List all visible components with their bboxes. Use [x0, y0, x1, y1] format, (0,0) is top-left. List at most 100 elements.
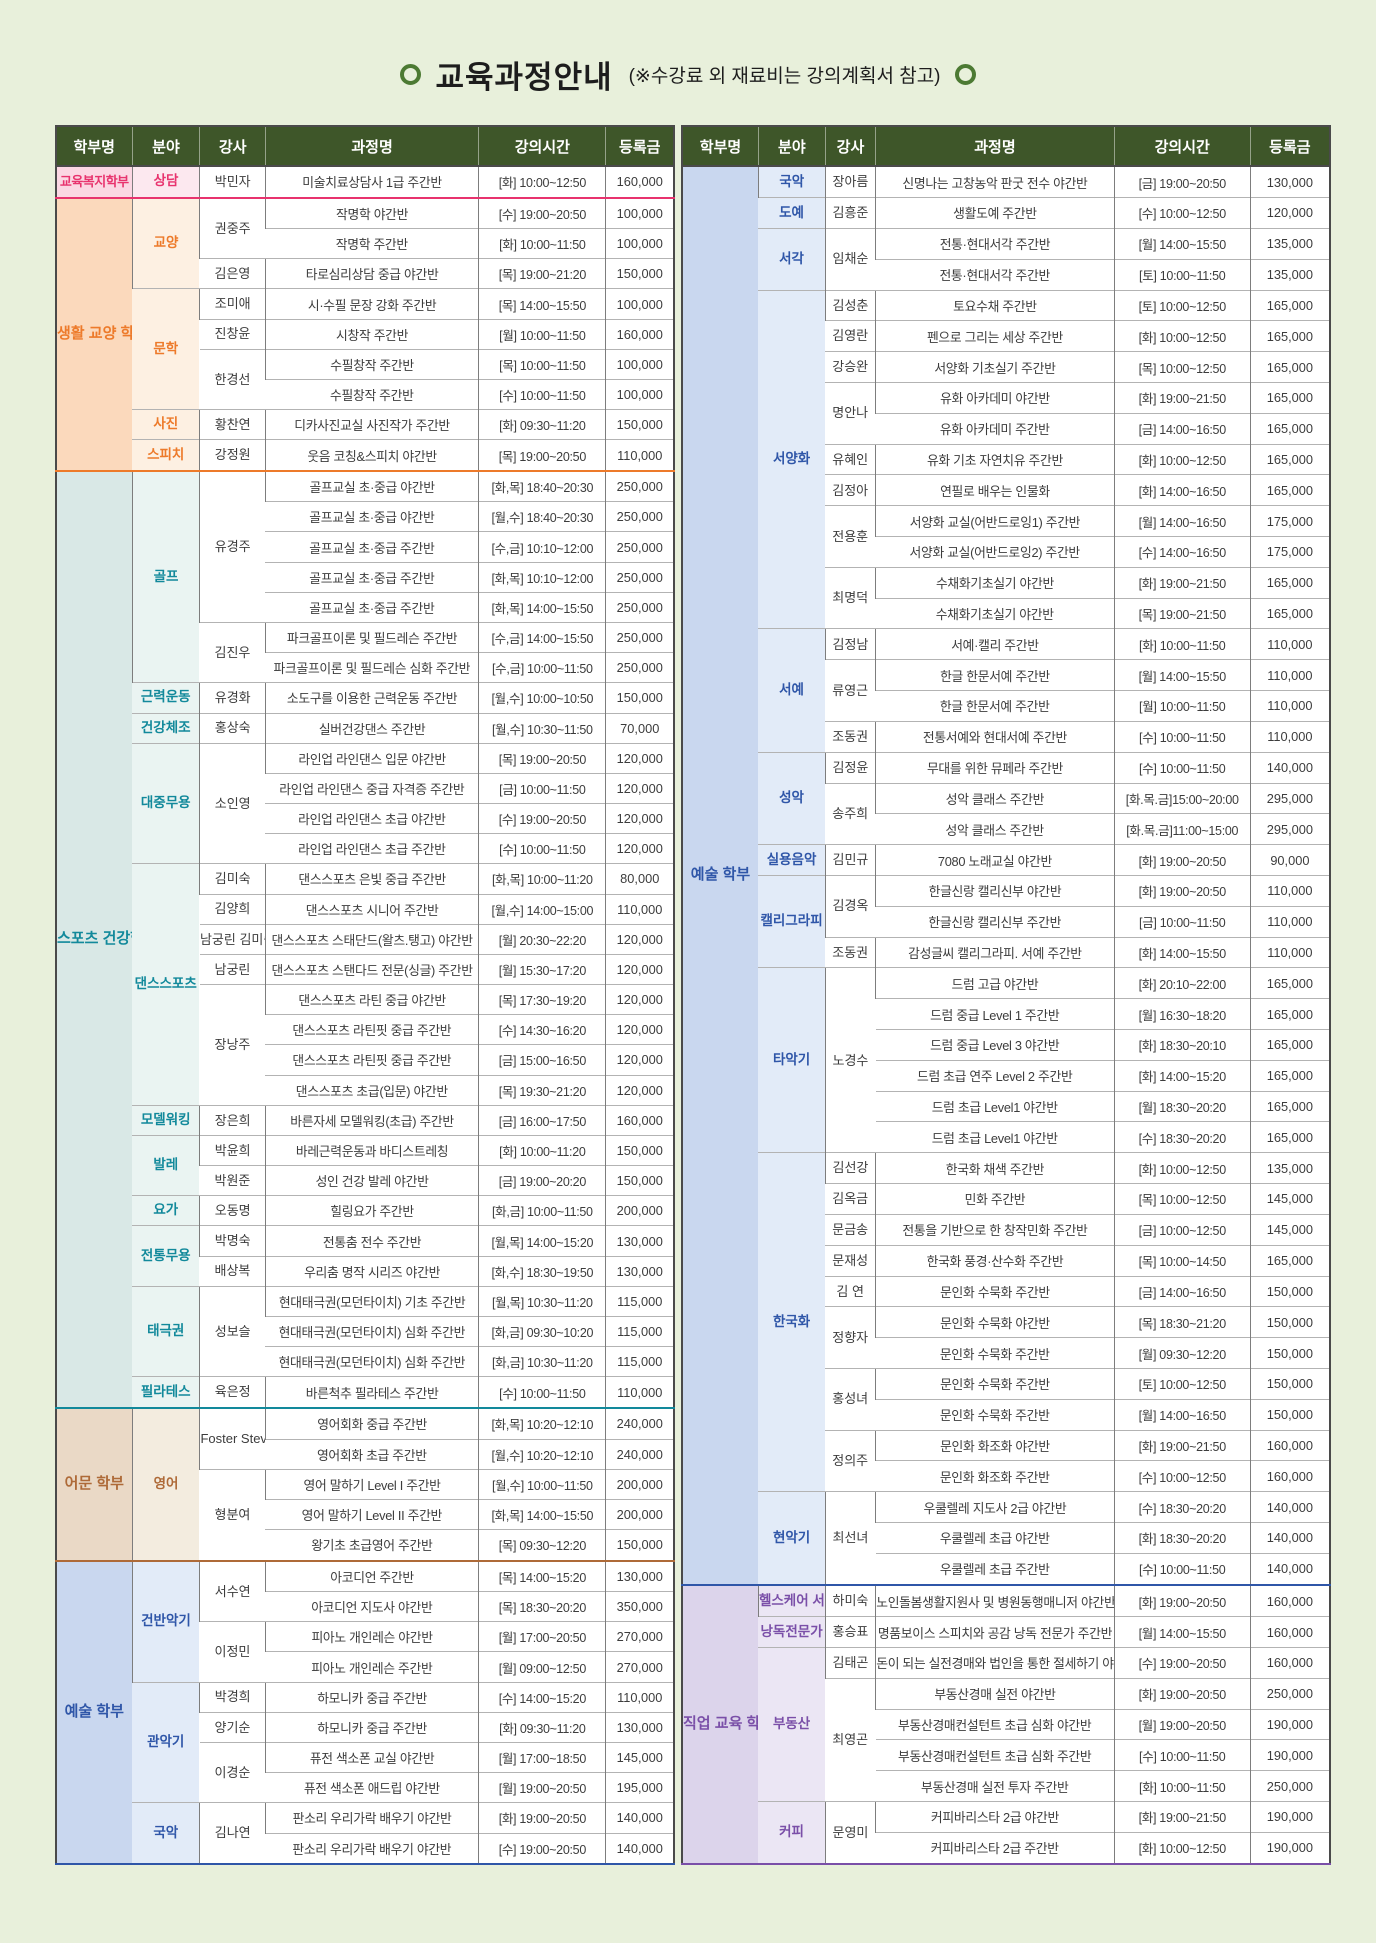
- fee-cell: 165,000: [1249, 998, 1330, 1030]
- course-row: 남궁린 댄스스포츠 스탠다드 전문(싱글) 주간반 [월] 15:30~17:20 1…: [56, 953, 674, 985]
- field-cell: 영어: [131, 1407, 200, 1561]
- course-name-cell: 파크골프이론 및 필드레슨 심화 주간반: [265, 652, 479, 683]
- field-cell: 건강체조: [132, 712, 200, 744]
- deco-ring-icon: [400, 64, 422, 85]
- column-header: 과정명: [875, 126, 1115, 167]
- time-cell: [수] 19:00~20:50: [1113, 1646, 1251, 1679]
- fee-cell: 165,000: [1249, 1121, 1330, 1153]
- course-row: 근력운동 유경화 소도구를 이용한 근력운동 주간반 [월,수] 10:00~10:5…: [56, 682, 674, 714]
- course-row: 라인업 라인댄스 초급 야간반 [수] 19:00~20:50 120,000: [56, 803, 674, 834]
- deco-ring-icon: [954, 64, 976, 85]
- time-cell: [월,수] 10:30~11:50: [478, 712, 606, 744]
- field-cell: 교양: [131, 197, 200, 289]
- time-cell: [화] 19:00~21:50: [1113, 566, 1251, 599]
- field-cell: 전통무용: [132, 1225, 200, 1287]
- course-row: 문인화 수묵화 주간반 [월] 09:30~12:20 150,000: [682, 1337, 1330, 1369]
- course-name-cell: 현대태극권(모던타이치) 심화 주간반: [265, 1315, 479, 1347]
- fee-cell: 150,000: [1249, 1275, 1330, 1307]
- fee-cell: 160,000: [1249, 1646, 1330, 1679]
- time-cell: [금] 19:00~20:50: [1113, 165, 1251, 198]
- course-name-cell: 미술치료상담사 1급 주간반: [264, 165, 479, 198]
- course-name-cell: 현대태극권(모던타이치) 기초 주간반: [264, 1285, 479, 1317]
- fee-cell: 250,000: [1249, 1770, 1330, 1802]
- teacher-cell: 김정남: [824, 628, 876, 660]
- teacher-cell: 김태곤: [824, 1646, 876, 1679]
- teacher-cell: 박윤희: [199, 1134, 266, 1166]
- time-cell: [목] 17:30~19:20: [478, 984, 606, 1015]
- fee-cell: 160,000: [605, 1104, 674, 1136]
- course-row: 김옥금 민화 주간반 [목] 10:00~12:50 145,000: [682, 1183, 1330, 1215]
- fee-cell: 150,000: [605, 1134, 674, 1166]
- course-row: 댄스스포츠 초급(입문) 야간반 [목] 19:30~21:20 120,000: [56, 1074, 674, 1106]
- course-row: 모델워킹 장은희 바른자세 모델워킹(초급) 주간반 [금] 16:00~17:50 1…: [56, 1104, 674, 1136]
- fee-cell: 135,000: [1249, 258, 1330, 291]
- course-row: 유혜인 유화 기초 자연치유 주간반 [화] 10:00~12:50 165,000: [682, 443, 1330, 475]
- course-row: 골프교실 초·중급 주간반 [화,목] 14:00~15:50 250,000: [56, 591, 674, 623]
- course-row: 대중무용 소인영 라인업 라인댄스 입문 야간반 [목] 19:00~20:50 120…: [56, 742, 674, 864]
- course-name-cell: 문인화 수묵화 주간반: [875, 1275, 1115, 1307]
- course-row: 김양희 댄스스포츠 시니어 주간반 [월,수] 14:00~15:00 110,000: [56, 893, 674, 925]
- field-cell: 타악기: [758, 967, 826, 1153]
- time-cell: [토] 10:00~12:50: [1113, 1367, 1251, 1400]
- course-row: 커피바리스타 2급 주간반 [화] 10:00~12:50 190,000: [682, 1831, 1330, 1864]
- teacher-cell: 황찬연: [199, 409, 266, 440]
- course-row: 왕기초 초급영어 주간반 [목] 09:30~12:20 150,000: [56, 1529, 674, 1561]
- teacher-cell: 육은정: [199, 1376, 266, 1409]
- time-cell: [화,목] 10:10~12:00: [478, 561, 606, 593]
- course-name-cell: 판소리 우리가락 배우기 야간반: [265, 1832, 479, 1864]
- fee-cell: 250,000: [605, 531, 674, 563]
- course-name-cell: 신명나는 고창농악 판굿 전수 야간반: [875, 165, 1115, 198]
- course-name-cell: 명품보이스 스피치와 공감 낭독 전문가 주간반: [875, 1616, 1115, 1648]
- fee-cell: 165,000: [1249, 443, 1330, 475]
- fee-cell: 110,000: [605, 893, 674, 925]
- left-course-table-wrap: 학부명 분야 강사 과정명 강의시간 등록금 교육복지학부 상담 박민자 미술치료상담사 1급 주…: [55, 125, 675, 1865]
- fee-cell: 160,000: [1249, 1616, 1330, 1648]
- fee-cell: 160,000: [605, 165, 674, 198]
- course-row: 정의주 문인화 화조화 야간반 [화] 19:00~21:50 160,000: [682, 1429, 1330, 1492]
- time-cell: [월] 19:00~20:50: [1113, 1708, 1251, 1740]
- field-cell: 사진: [132, 409, 200, 440]
- time-cell: [화] 14:00~16:50: [1113, 474, 1251, 506]
- time-cell: [목] 14:00~15:50: [478, 288, 606, 320]
- fee-cell: 115,000: [605, 1315, 674, 1347]
- time-cell: [월] 16:30~18:20: [1113, 998, 1251, 1030]
- fee-cell: 115,000: [605, 1285, 674, 1317]
- teacher-cell: 박경희: [199, 1681, 266, 1713]
- course-row: 장낭주 댄스스포츠 라틴 중급 야간반 [목] 17:30~19:20 120,000: [56, 984, 674, 1106]
- time-cell: [화] 19:00~20:50: [1113, 874, 1251, 907]
- teacher-cell: 노경수: [824, 967, 876, 1153]
- teacher-cell: 조동권: [825, 936, 876, 968]
- fee-cell: 165,000: [1249, 351, 1330, 383]
- fee-cell: 110,000: [1249, 720, 1330, 753]
- time-cell: [목] 19:00~21:50: [1113, 597, 1251, 629]
- teacher-cell: 홍승표: [824, 1616, 876, 1648]
- course-name-cell: 유화 아카데미 주간반: [875, 412, 1115, 445]
- field-cell: 댄스스포츠: [132, 863, 200, 1106]
- time-cell: [목] 19:00~20:50: [478, 742, 606, 774]
- teacher-cell: 김선강: [824, 1152, 876, 1184]
- time-cell: [화,목] 14:00~15:50: [478, 591, 606, 623]
- teacher-cell: 한경선: [199, 348, 266, 410]
- course-name-cell: 우쿨렐레 지도사 2급 야간반: [875, 1491, 1115, 1523]
- time-cell: [화] 10:00~12:50: [1113, 1152, 1251, 1184]
- time-cell: [수] 14:30~16:20: [478, 1014, 606, 1045]
- course-row: 양기순 하모니카 중급 주간반 [화] 09:30~11:20 130,000: [56, 1711, 674, 1743]
- department-section: 직업 교육 학부헬스케어 서비스하미숙노인돌봄생활지원사 및 병원동행매니저 야…: [682, 1584, 1330, 1864]
- teacher-cell: 배상복: [199, 1255, 266, 1287]
- course-row: 건강체조 홍상숙 실버건강댄스 주간반 [월,수] 10:30~11:50 70,000: [56, 712, 674, 744]
- time-cell: [금] 19:00~20:20: [478, 1165, 606, 1196]
- course-name-cell: 라인업 라인댄스 중급 자격증 주간반: [265, 772, 479, 804]
- course-name-cell: 웃음 코칭&스피치 야간반: [264, 439, 479, 471]
- time-cell: [월] 20:30~22:20: [478, 923, 606, 955]
- time-cell: [화,목] 14:00~15:50: [478, 1498, 606, 1530]
- course-name-cell: 한글 한문서예 주간반: [875, 690, 1115, 722]
- column-header: 강사: [824, 126, 876, 167]
- time-cell: [월] 17:00~20:50: [478, 1621, 606, 1652]
- fee-cell: 135,000: [1249, 227, 1330, 260]
- course-row: 수필창작 주간반 [수] 10:00~11:50 100,000: [56, 378, 674, 410]
- course-name-cell: 전통춤 전수 주간반: [264, 1225, 479, 1257]
- course-name-cell: 영어 말하기 Level I 주간반: [264, 1468, 479, 1500]
- time-cell: [화] 10:00~12:50: [478, 165, 606, 198]
- teacher-cell: 류영근: [825, 659, 876, 722]
- teacher-cell: 남궁린: [199, 953, 266, 985]
